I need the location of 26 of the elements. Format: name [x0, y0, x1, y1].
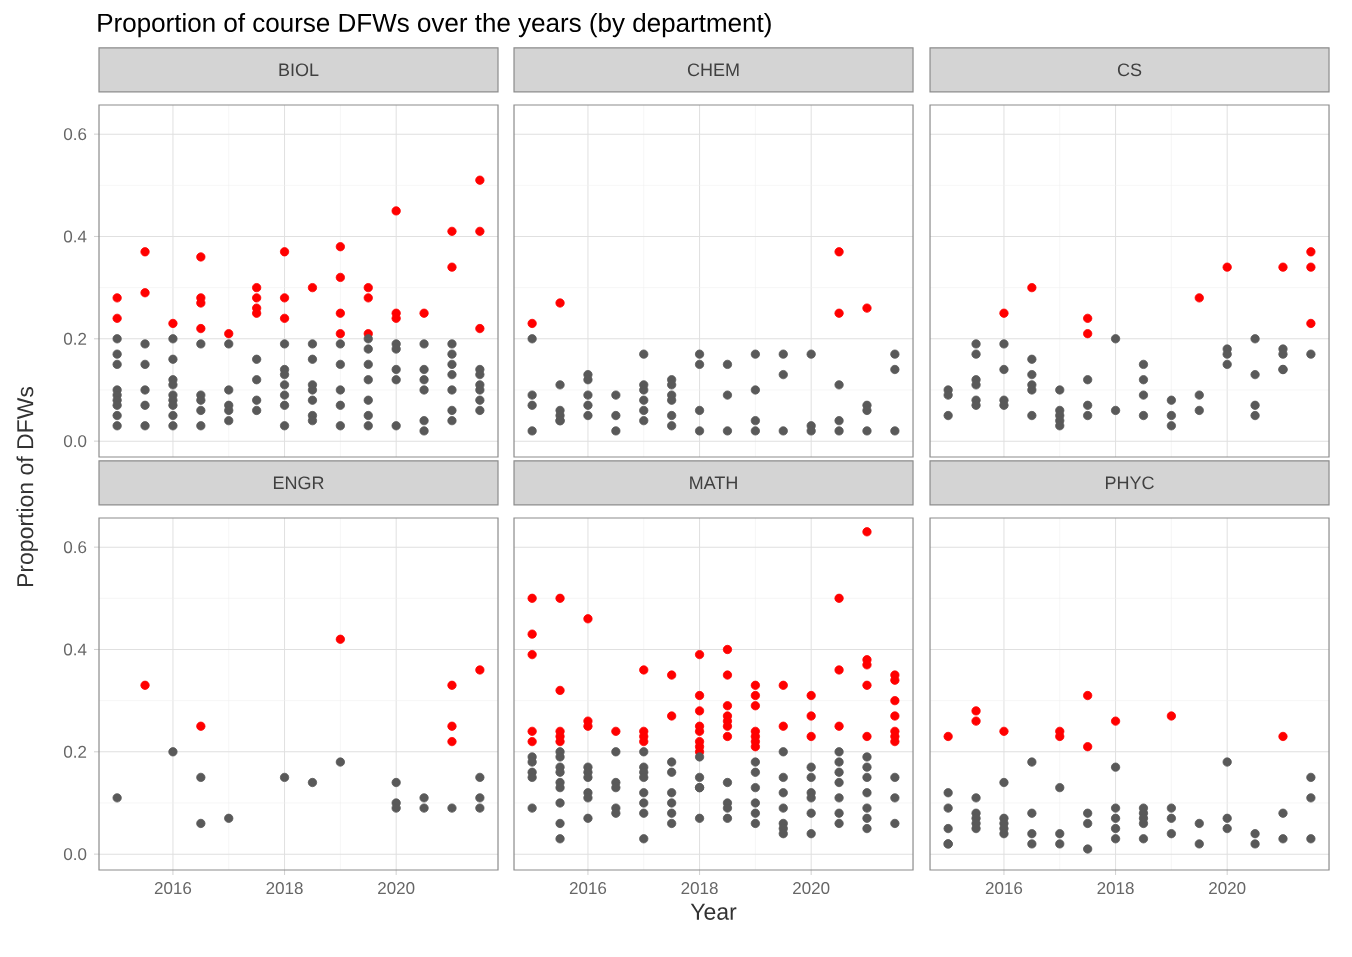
y-tick-label: 0.6 [63, 128, 87, 141]
y-tick-label: 0.2 [63, 332, 87, 345]
chart-title: MATH [690, 476, 737, 489]
chart-title: PHYC [1105, 476, 1154, 490]
x-tick-label: 2020 [1209, 882, 1246, 895]
y-tick-label: 0.0 [63, 848, 87, 861]
y-tick-label: 0.4 [63, 230, 87, 243]
x-tick-label: 2020 [378, 882, 415, 895]
x-axis-title: Year [690, 903, 737, 920]
text: Proportion of course DFWs over the years (by department) [98, 12, 771, 38]
x-tick-label: 2016 [154, 882, 192, 895]
chart-title: ENGR [273, 476, 324, 490]
y-tick-label: 0.4 [63, 643, 87, 656]
x-tick-label: 2018 [266, 882, 303, 895]
y-tick-label: 0.2 [63, 745, 87, 758]
x-tick-label: 2016 [569, 882, 607, 895]
x-tick-label: 2020 [793, 882, 830, 895]
y-tick-label: 0.6 [63, 541, 87, 554]
chart-title: CHEM [687, 63, 739, 77]
chart-title: CS [1117, 63, 1142, 77]
x-tick-label: 2016 [985, 882, 1023, 895]
x-tick-label: 2018 [681, 882, 718, 895]
x-tick-label: 2018 [1097, 882, 1134, 895]
chart-title: BIOL [279, 63, 319, 77]
y-tick-label: 0.0 [63, 435, 87, 448]
y-axis-title: Proportion of DFWs [16, 386, 38, 587]
